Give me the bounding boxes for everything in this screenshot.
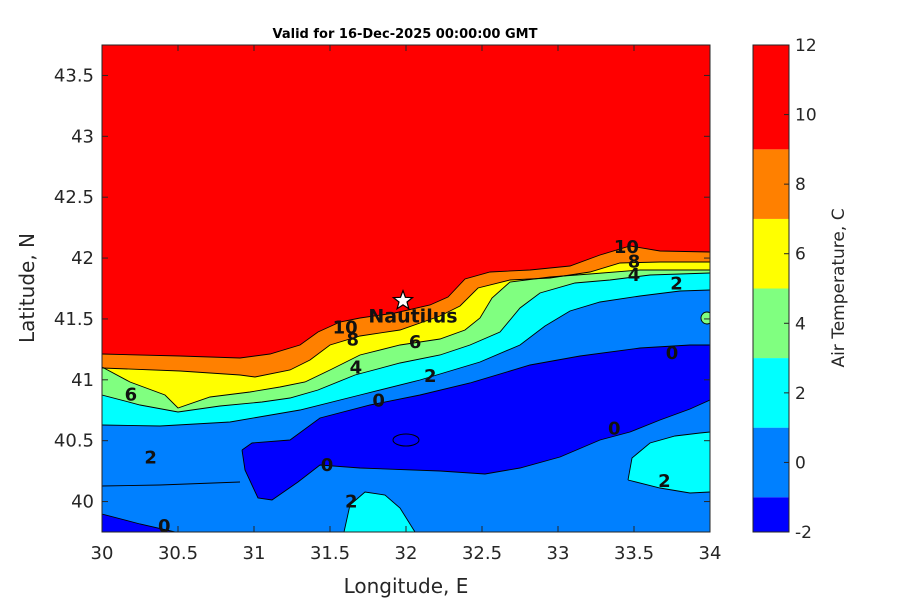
y-tick-label: 41 bbox=[71, 370, 94, 391]
contour-label: 10 bbox=[614, 237, 639, 258]
contour-label: 2 bbox=[658, 471, 671, 492]
colorbar-frame bbox=[752, 44, 790, 533]
colorbar-tick-label: -2 bbox=[795, 523, 812, 543]
contour-label: 2 bbox=[345, 492, 358, 513]
y-tick-label: 42 bbox=[71, 248, 94, 269]
isoline-4-east-spot bbox=[700, 311, 710, 325]
y-axis-label: Latitude, N bbox=[15, 233, 39, 343]
station-label: Nautilus bbox=[368, 306, 457, 328]
x-tick-label: 34 bbox=[699, 543, 722, 564]
isoline-2-east bbox=[627, 431, 710, 494]
colorbar-tick-label: 12 bbox=[795, 36, 817, 56]
contour-label: 2 bbox=[670, 274, 683, 295]
band-minus2-0-region-southwest bbox=[102, 514, 175, 532]
x-tick-label: 33 bbox=[547, 543, 570, 564]
y-tick-label: 40.5 bbox=[54, 431, 94, 452]
contour-label: 6 bbox=[125, 384, 138, 405]
band-10-12-region bbox=[102, 45, 710, 358]
x-tick-label: 33.5 bbox=[614, 543, 654, 564]
contour-label: 0 bbox=[608, 419, 621, 440]
isoline-4 bbox=[102, 272, 710, 413]
x-tick-label: 31 bbox=[243, 543, 266, 564]
colorbar-ticks: -2 0 2 4 6 8 10 12 bbox=[784, 36, 817, 543]
contour-label: 2 bbox=[144, 448, 157, 469]
isoline-2-south bbox=[343, 491, 416, 532]
contour-label: 6 bbox=[409, 332, 422, 353]
colorbar-label: Air Temperature, C bbox=[829, 208, 849, 367]
colorbar-segment bbox=[753, 497, 789, 532]
band-minus2-0-region bbox=[242, 345, 710, 500]
x-axis: 30 30.5 31 31.5 32 32.5 33 33.5 34 bbox=[91, 45, 722, 564]
isoline-10 bbox=[102, 245, 710, 359]
colorbar-tick-label: 4 bbox=[795, 314, 806, 334]
contour-label: 4 bbox=[350, 358, 363, 379]
y-tick-label: 40 bbox=[71, 492, 94, 513]
contour-lines bbox=[102, 245, 710, 532]
isoline-8 bbox=[102, 261, 710, 378]
colorbar bbox=[753, 45, 789, 532]
contour-label: 2 bbox=[424, 366, 437, 387]
chart-title: Valid for 16-Dec-2025 00:00:00 GMT bbox=[273, 27, 538, 42]
y-tick-label: 43.5 bbox=[54, 65, 94, 86]
colorbar-segment bbox=[753, 45, 789, 150]
y-tick-label: 41.5 bbox=[54, 309, 94, 330]
colorbar-tick-label: 6 bbox=[795, 245, 806, 265]
isoline-6 bbox=[102, 269, 710, 409]
colorbar-segment bbox=[753, 288, 789, 359]
contour-label: 8 bbox=[628, 252, 641, 273]
contour-label: 0 bbox=[666, 343, 679, 364]
x-tick-label: 32.5 bbox=[462, 543, 502, 564]
contour-label: 8 bbox=[347, 330, 360, 351]
contour-label: 10 bbox=[333, 317, 358, 338]
isoline-0 bbox=[241, 344, 710, 501]
x-tick-label: 30.5 bbox=[158, 543, 198, 564]
contour-label: 4 bbox=[628, 265, 641, 286]
isoline-2 bbox=[102, 289, 710, 427]
isoline-minus2-southwest bbox=[102, 481, 241, 487]
colorbar-tick-label: 2 bbox=[795, 384, 806, 404]
colorbar-segment bbox=[753, 358, 789, 428]
contour-label: 0 bbox=[372, 391, 385, 412]
band-2-4-region-south bbox=[344, 492, 415, 532]
colorbar-segment bbox=[753, 218, 789, 289]
band-minus2-0-region-spot bbox=[392, 433, 420, 447]
band-2-4-region-east bbox=[628, 432, 710, 493]
colorbar-segment bbox=[753, 149, 789, 219]
colorbar-segment bbox=[753, 427, 789, 498]
x-tick-label: 32 bbox=[395, 543, 418, 564]
y-tick-label: 43 bbox=[71, 126, 94, 147]
station-star-icon bbox=[391, 288, 415, 311]
x-axis-label: Longitude, E bbox=[344, 574, 469, 598]
x-tick-label: 30 bbox=[91, 543, 114, 564]
colorbar-tick-label: 8 bbox=[795, 175, 806, 195]
x-tick-label: 31.5 bbox=[310, 543, 350, 564]
isoline-0-southwest bbox=[102, 513, 176, 532]
colorbar-tick-label: 0 bbox=[795, 453, 806, 473]
band-4-6-region-east-spot bbox=[701, 312, 710, 324]
contour-label: 0 bbox=[158, 516, 171, 537]
y-tick-label: 42.5 bbox=[54, 187, 94, 208]
contour-label: 0 bbox=[321, 455, 334, 476]
colorbar-tick-label: 10 bbox=[795, 106, 817, 126]
